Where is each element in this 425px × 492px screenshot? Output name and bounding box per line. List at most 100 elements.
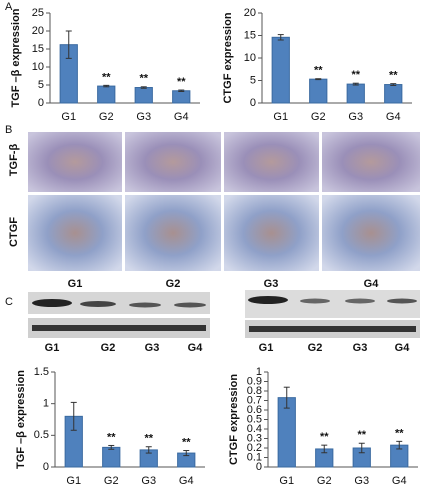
x-tick-label: G2 — [99, 111, 114, 123]
group-label: G3 — [264, 278, 279, 290]
y-tick-label: 10 — [32, 61, 44, 73]
x-tick-label: G3 — [348, 111, 363, 123]
error-bar — [183, 450, 190, 457]
y-tick-label: 0.6 — [247, 404, 262, 416]
x-tick-label: G4 — [392, 475, 407, 487]
group-label: G2 — [166, 278, 181, 290]
micrographs — [28, 132, 420, 271]
y-tick-label: 1 — [256, 366, 262, 378]
bar — [172, 90, 191, 104]
x-tick-label: G1 — [273, 111, 288, 123]
significance: ** — [139, 73, 148, 85]
y-tick-label: 5 — [250, 74, 256, 86]
group-label: G4 — [395, 342, 411, 354]
significance: ** — [182, 436, 191, 448]
group-label: G4 — [364, 278, 380, 290]
blot — [28, 292, 210, 314]
error-bar — [65, 30, 72, 59]
micrograph — [224, 195, 319, 271]
y-tick-label: 0 — [43, 461, 49, 473]
blot — [245, 290, 420, 318]
micrograph — [28, 132, 122, 192]
significance: ** — [314, 65, 323, 77]
x-tick-label: G1 — [279, 475, 294, 487]
x-tick-label: G4 — [179, 475, 194, 487]
bar — [271, 36, 290, 104]
band — [32, 299, 72, 307]
error-bar — [178, 89, 185, 92]
error-bar — [70, 401, 77, 431]
band — [129, 302, 161, 308]
x-tick-label: G1 — [61, 111, 76, 123]
error-bar — [277, 34, 284, 41]
y-tick-label: 25 — [32, 7, 44, 19]
y-tick-label: 0.9 — [247, 375, 262, 387]
significance: ** — [107, 431, 116, 443]
band — [249, 326, 416, 332]
significance: ** — [351, 69, 360, 81]
error-bar — [283, 386, 290, 409]
band — [80, 301, 116, 307]
y-tick-label: 0 — [38, 97, 44, 109]
group-label: G2 — [101, 342, 116, 354]
significance: ** — [395, 427, 404, 439]
error-bar — [352, 82, 359, 86]
x-tick-label: G2 — [317, 475, 332, 487]
micrograph — [224, 132, 319, 192]
y-tick-label: 0.7 — [247, 394, 262, 406]
group-label: G2 — [308, 342, 323, 354]
error-bar — [103, 84, 110, 88]
y-axis-title: CTGF expression — [228, 374, 240, 465]
micrograph — [322, 195, 420, 271]
group-label: G4 — [188, 342, 204, 354]
band — [248, 296, 288, 304]
bar — [102, 446, 121, 468]
x-tick-label: G3 — [141, 475, 156, 487]
panel-label: C — [5, 296, 13, 308]
y-tick-label: 0.2 — [247, 442, 262, 454]
band — [32, 325, 206, 331]
significance: ** — [144, 433, 153, 445]
x-tick-label: G4 — [174, 111, 189, 123]
y-tick-label: 0.4 — [247, 423, 262, 435]
y-tick-label: 0.3 — [247, 432, 262, 444]
blots — [28, 290, 420, 338]
bar — [309, 78, 328, 104]
bar — [97, 85, 116, 104]
y-tick-label: 0.5 — [34, 429, 49, 441]
bar — [384, 84, 403, 104]
group-label: G1 — [259, 342, 274, 354]
x-tick-label: G4 — [386, 111, 401, 123]
panel-label: B — [5, 124, 12, 136]
x-tick-label: G2 — [311, 111, 326, 123]
significance: ** — [357, 429, 366, 441]
y-tick-label: 0.1 — [247, 451, 262, 463]
group-label: G3 — [145, 342, 160, 354]
error-bar — [396, 440, 403, 450]
significance: ** — [320, 431, 329, 443]
y-axis-title: TGF –β expression — [15, 370, 27, 469]
micrograph — [322, 132, 420, 192]
y-tick-label: 0.5 — [247, 413, 262, 425]
y-tick-label: 0 — [250, 97, 256, 109]
error-bar — [108, 444, 115, 450]
band — [300, 298, 330, 304]
y-tick-label: 20 — [244, 7, 256, 19]
y-axis-title: CTGF expression — [222, 12, 234, 103]
bar — [346, 83, 365, 104]
y-tick-label: 20 — [32, 25, 44, 37]
row-label: TGF-β — [8, 144, 20, 177]
significance: ** — [177, 76, 186, 88]
micrograph — [28, 195, 122, 271]
error-bar — [315, 78, 322, 81]
y-tick-label: 0 — [256, 461, 262, 473]
row-label: CTGF — [8, 217, 20, 247]
significance: ** — [102, 71, 111, 83]
error-bar — [145, 446, 152, 454]
bar — [134, 87, 153, 104]
group-label: G3 — [353, 342, 368, 354]
y-tick-label: 15 — [244, 29, 256, 41]
group-label: G1 — [45, 342, 60, 354]
band — [174, 302, 206, 308]
